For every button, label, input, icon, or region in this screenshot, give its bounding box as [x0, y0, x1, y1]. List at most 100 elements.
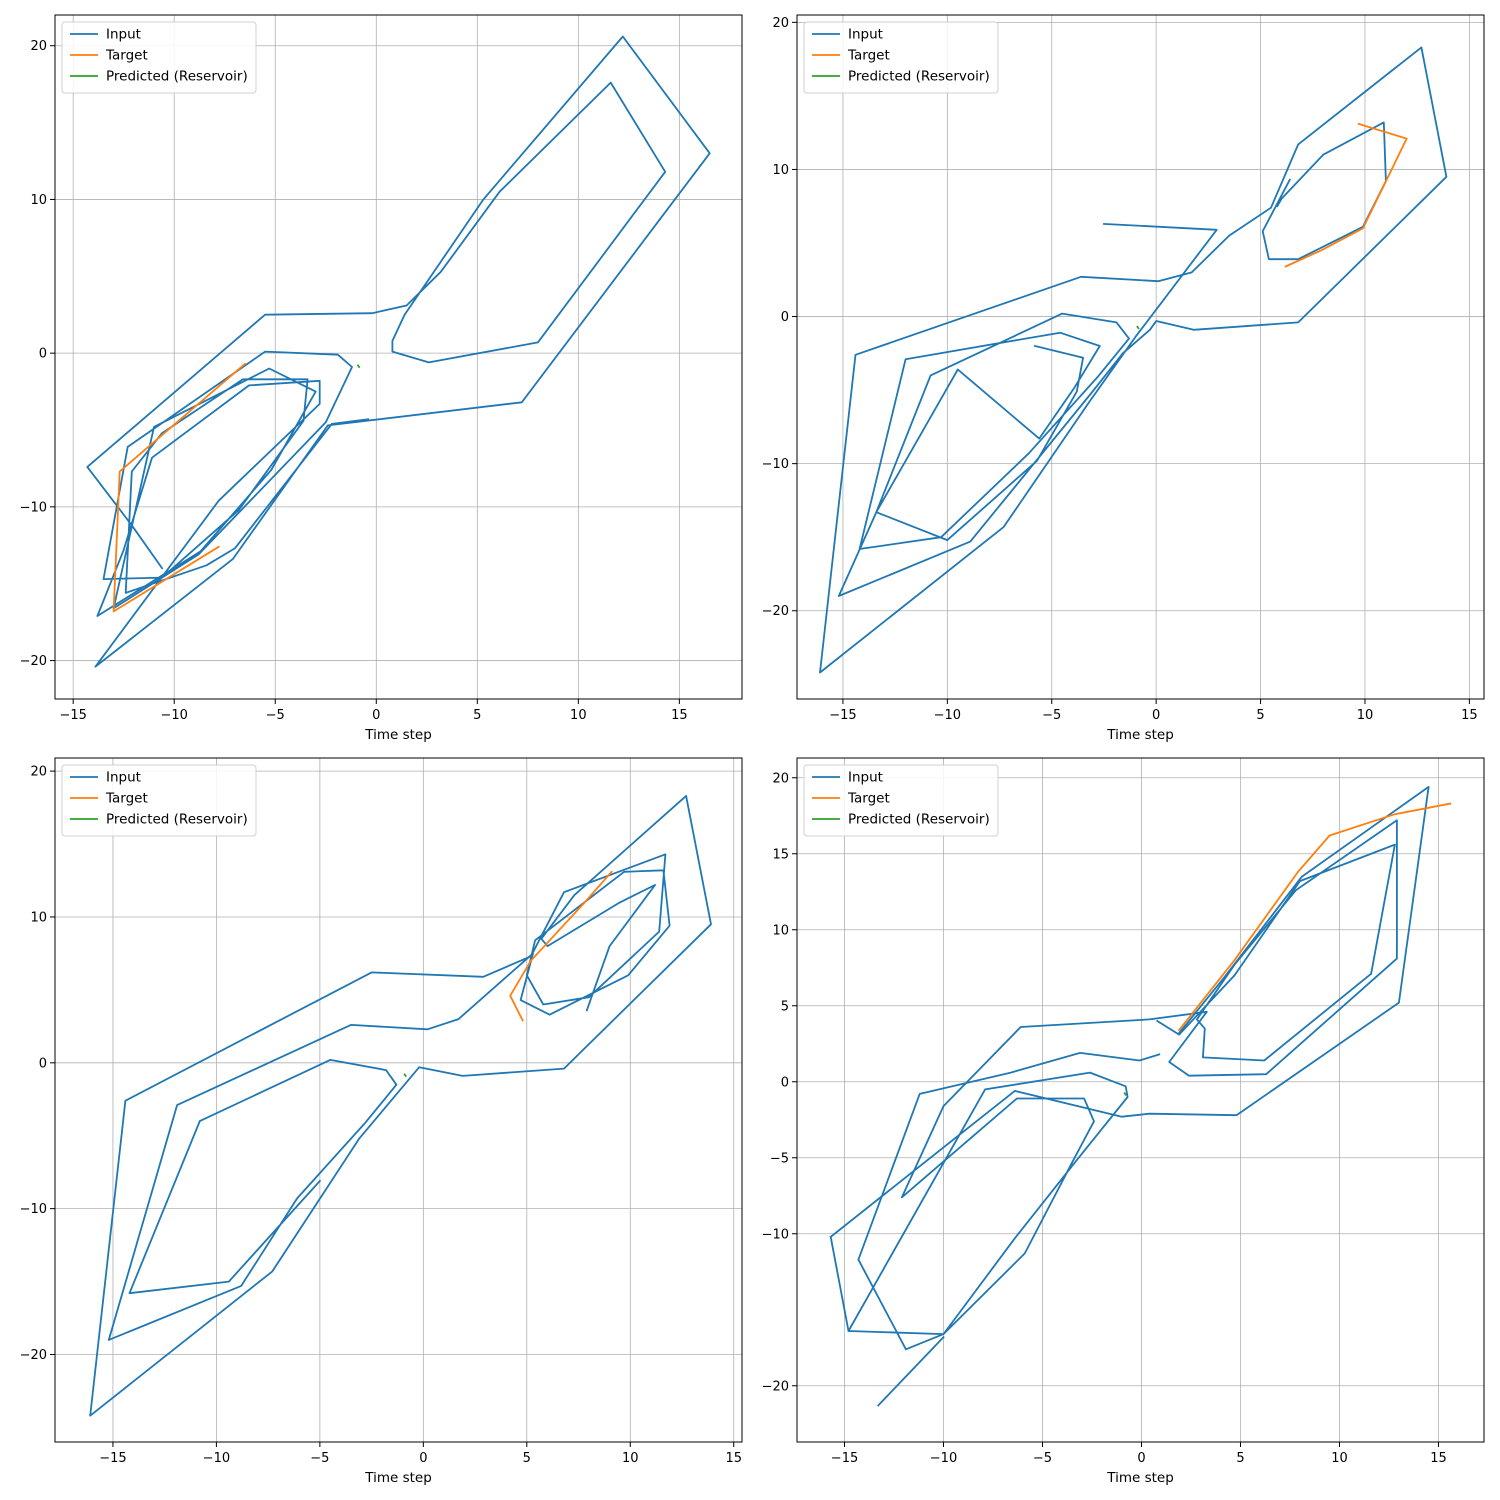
x-tick-label: −15	[59, 708, 86, 723]
series-line-target	[509, 870, 613, 1022]
chart-panel-4: −15 −10 −5 0 5 10 15 −20 −10 −5 0 5 10 15 20 Time step I…	[762, 757, 1485, 1486]
x-axis-label: Time step	[364, 727, 432, 743]
y-tick-label: 0	[39, 347, 47, 362]
legend-label: Predicted (Reservoir)	[848, 69, 990, 85]
y-tick-label: −20	[762, 604, 789, 619]
chart-panel-3: −15 −10 −5 0 5 10 15 −20 −10 0 10 20 Time step Input T…	[20, 757, 743, 1486]
legend: Input Target Predicted (Reservoir)	[61, 21, 257, 94]
x-axis-label: Time step	[364, 1470, 432, 1486]
y-tick-label: 0	[39, 1056, 47, 1071]
chart-panel-1: −15 −10 −5 0 5 10 15 −20 −10 0 10 20 Time step Input T…	[20, 14, 743, 743]
y-tick-label: 5	[781, 999, 789, 1014]
axes-frame	[54, 757, 743, 1443]
series-line-target	[112, 362, 247, 613]
legend-label: Input	[106, 27, 141, 43]
y-tick-label: 15	[772, 847, 789, 862]
x-tick-label: 10	[622, 1451, 639, 1466]
legend: Input Target Predicted (Reservoir)	[803, 21, 999, 94]
x-tick-label: −5	[266, 708, 285, 723]
series-line-predicted-reservoir	[356, 364, 361, 369]
y-tick-label: −20	[20, 654, 47, 669]
axes-frame	[796, 14, 1485, 700]
series-line-input	[829, 1235, 850, 1333]
x-tick-label: 0	[419, 1451, 427, 1466]
x-tick-label: −15	[829, 708, 856, 723]
x-tick-label: −5	[310, 1451, 329, 1466]
legend-label: Target	[847, 48, 890, 64]
chart-panel-2: −15 −10 −5 0 5 10 15 −20 −10 0 10 20 Time step Input T…	[762, 14, 1485, 743]
legend: Input Target Predicted (Reservoir)	[803, 764, 999, 837]
x-tick-label: −15	[99, 1451, 126, 1466]
y-tick-label: −10	[20, 1202, 47, 1217]
legend-box	[803, 21, 999, 94]
x-tick-label: −10	[203, 1451, 230, 1466]
legend-label: Target	[105, 791, 148, 807]
x-tick-label: −10	[160, 708, 187, 723]
legend-label: Input	[848, 27, 883, 43]
axes-frame	[796, 757, 1485, 1443]
legend-box	[61, 21, 257, 94]
y-tick-label: 0	[781, 1075, 789, 1090]
series-line-input	[86, 35, 711, 668]
y-tick-label: −10	[20, 500, 47, 515]
y-tick-label: 0	[781, 310, 789, 325]
series-line-input	[876, 1335, 945, 1407]
series-line-predicted-reservoir	[1123, 1091, 1127, 1096]
y-tick-label: 20	[772, 16, 789, 31]
y-tick-label: −5	[770, 1151, 789, 1166]
x-tick-label: 15	[725, 1451, 742, 1466]
series-line-predicted-reservoir	[403, 1073, 407, 1078]
series-line-input	[829, 786, 1430, 1239]
y-tick-label: 20	[30, 765, 47, 780]
legend-label: Target	[847, 791, 890, 807]
y-tick-label: 20	[30, 39, 47, 54]
x-tick-label: 5	[473, 708, 481, 723]
legend-label: Predicted (Reservoir)	[848, 812, 990, 828]
x-axis-label: Time step	[1106, 1470, 1174, 1486]
x-tick-label: 5	[523, 1451, 531, 1466]
series-line-input	[819, 46, 1448, 674]
y-tick-label: −10	[762, 1227, 789, 1242]
axes-frame	[54, 14, 743, 700]
x-tick-label: 10	[1331, 1451, 1348, 1466]
y-tick-label: −10	[762, 457, 789, 472]
x-tick-label: 5	[1256, 708, 1264, 723]
legend-label: Predicted (Reservoir)	[106, 69, 248, 85]
y-tick-label: 10	[772, 923, 789, 938]
plot-area	[89, 795, 712, 1417]
legend-label: Target	[105, 48, 148, 64]
plot-area	[819, 46, 1448, 674]
series-line-target	[1177, 802, 1452, 1032]
x-tick-label: 10	[1357, 708, 1374, 723]
y-tick-label: 10	[30, 910, 47, 925]
x-tick-label: 5	[1236, 1451, 1244, 1466]
x-tick-label: 15	[1461, 708, 1478, 723]
y-tick-label: 10	[30, 193, 47, 208]
series-line-input	[89, 795, 712, 1417]
plot-area	[86, 35, 711, 668]
legend-box	[61, 764, 257, 837]
y-tick-label: 10	[772, 163, 789, 178]
series-line-input	[1261, 121, 1387, 261]
legend-box	[803, 764, 999, 837]
x-tick-label: −10	[934, 708, 961, 723]
series-line-target	[1284, 122, 1408, 268]
legend: Input Target Predicted (Reservoir)	[61, 764, 257, 837]
x-tick-label: −5	[1033, 1451, 1052, 1466]
plot-area	[829, 786, 1452, 1407]
series-line-predicted-reservoir	[1136, 325, 1140, 330]
x-tick-label: 10	[570, 708, 587, 723]
x-tick-label: −10	[930, 1451, 957, 1466]
x-tick-label: −15	[831, 1451, 858, 1466]
y-tick-label: −20	[20, 1348, 47, 1363]
legend-label: Input	[106, 770, 141, 786]
legend-label: Input	[848, 770, 883, 786]
legend-label: Predicted (Reservoir)	[106, 812, 248, 828]
x-tick-label: 0	[372, 708, 380, 723]
series-line-input	[847, 819, 1398, 1351]
x-tick-label: 0	[1137, 1451, 1145, 1466]
x-tick-label: 15	[671, 708, 688, 723]
x-tick-label: 0	[1152, 708, 1160, 723]
y-tick-label: 20	[772, 771, 789, 786]
